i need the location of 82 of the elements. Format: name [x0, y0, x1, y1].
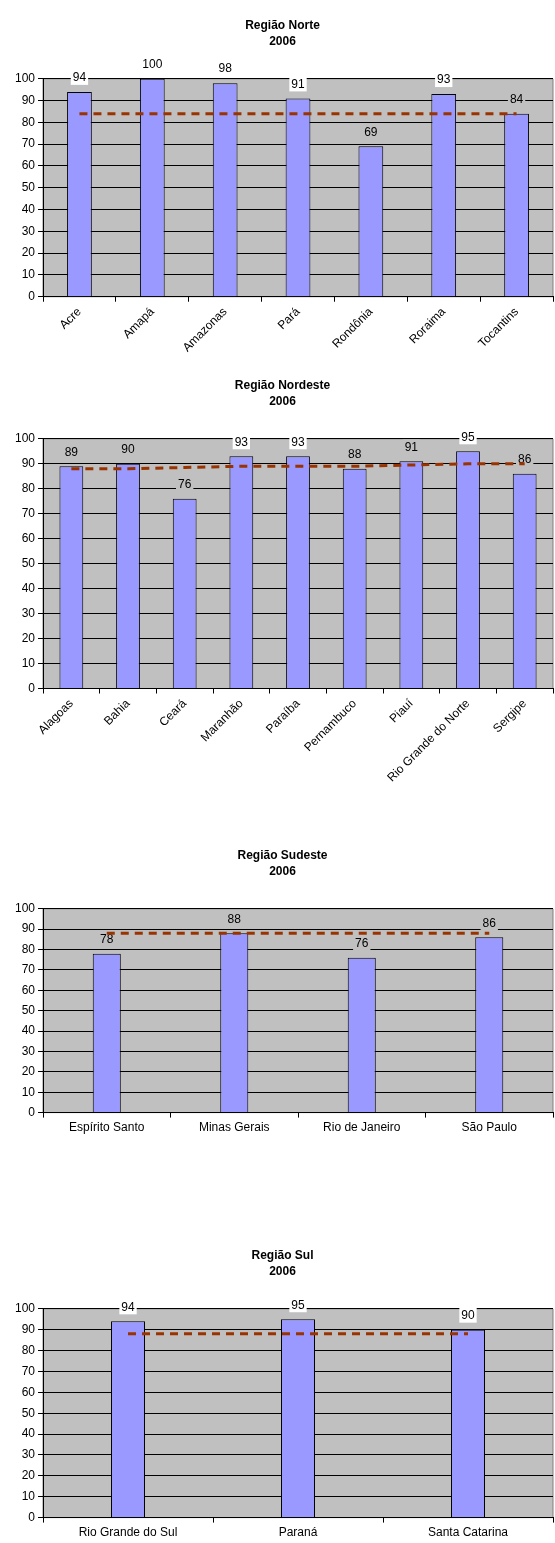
x-tick-label: Rio Grande do Sul: [78, 1525, 178, 1540]
x-tick-label: Minas Gerais: [198, 1120, 270, 1135]
y-tick-label: 20: [21, 1064, 36, 1079]
y-tick-label: 60: [21, 1384, 36, 1399]
y-tick-label: 70: [21, 1363, 36, 1378]
data-label: 88: [227, 911, 242, 926]
chart-subtitle: 2006: [269, 393, 297, 408]
y-tick-label: 10: [21, 267, 36, 282]
y-tick-label: 0: [28, 289, 36, 304]
chart-subtitle: 2006: [269, 1263, 297, 1278]
x-tick-label: Espírito Santo: [69, 1120, 145, 1135]
data-label: 90: [461, 1307, 475, 1322]
data-label: 88: [348, 447, 362, 462]
y-tick-label: 100: [14, 71, 36, 86]
y-tick-label: 30: [21, 605, 36, 620]
y-tick-label: 60: [21, 158, 36, 173]
y-tick-label: 90: [21, 1321, 36, 1336]
y-tick-label: 70: [21, 962, 36, 977]
y-tick-label: 40: [21, 580, 36, 595]
data-label: 69: [364, 124, 378, 139]
y-tick-label: 80: [21, 941, 36, 956]
y-tick-label: 50: [21, 180, 36, 195]
data-label: 93: [291, 434, 305, 449]
y-tick-label: 40: [21, 1426, 36, 1441]
y-tick-label: 50: [21, 555, 36, 570]
y-tick-label: 30: [21, 1043, 36, 1058]
y-tick-label: 90: [21, 921, 36, 936]
y-tick-label: 20: [21, 245, 36, 260]
data-label: 76: [178, 477, 192, 492]
y-tick-label: 30: [21, 1447, 36, 1462]
y-tick-label: 20: [21, 1468, 36, 1483]
y-tick-label: 80: [21, 481, 36, 496]
data-label: 98: [218, 61, 233, 76]
chart-title: Região Sudeste: [237, 847, 328, 862]
y-tick-label: 20: [21, 630, 36, 645]
y-tick-label: 100: [14, 901, 36, 916]
y-tick-label: 30: [21, 223, 36, 238]
y-tick-label: 40: [21, 201, 36, 216]
y-tick-label: 40: [21, 1023, 36, 1038]
chart-subtitle: 2006: [269, 863, 297, 878]
data-label: 86: [482, 915, 497, 930]
y-tick-label: 0: [28, 680, 36, 695]
y-tick-label: 10: [21, 1489, 36, 1504]
x-tick-label: Rio de Janeiro: [323, 1120, 401, 1135]
y-tick-label: 50: [21, 1405, 36, 1420]
y-tick-label: 10: [21, 1084, 36, 1099]
y-tick-label: 100: [14, 431, 36, 446]
data-label: 94: [121, 1299, 136, 1314]
y-tick-label: 60: [21, 531, 36, 545]
x-tick-label: Santa Catarina: [427, 1525, 509, 1540]
y-tick-label: 70: [21, 136, 36, 151]
y-tick-label: 100: [14, 1301, 36, 1316]
y-tick-label: 90: [21, 92, 36, 107]
data-label: 90: [121, 442, 136, 457]
y-tick-label: 50: [21, 1003, 36, 1018]
data-label: 91: [291, 76, 305, 91]
data-label: 95: [461, 429, 475, 444]
data-label: 78: [100, 931, 114, 946]
data-label: 89: [64, 444, 79, 459]
y-tick-label: 90: [21, 456, 36, 471]
y-tick-label: 0: [28, 1509, 36, 1524]
data-label: 93: [234, 434, 249, 449]
data-label: 91: [404, 439, 419, 454]
y-tick-label: 80: [21, 114, 36, 129]
chart-title: Região Sul: [251, 1247, 314, 1262]
chart-subtitle: 2006: [269, 33, 297, 48]
data-label: 93: [437, 72, 451, 87]
data-label: 76: [355, 936, 369, 951]
chart-title: Região Nordeste: [234, 377, 331, 392]
data-label: 95: [291, 1297, 305, 1312]
y-tick-label: 0: [28, 1104, 36, 1119]
y-tick-label: 70: [21, 506, 36, 521]
data-label: 86: [517, 452, 532, 467]
data-label: 84: [509, 91, 524, 106]
y-tick-label: 10: [21, 655, 36, 670]
x-tick-label: São Paulo: [461, 1120, 518, 1135]
y-tick-label: 80: [21, 1342, 36, 1357]
y-tick-label: 60: [21, 982, 36, 997]
data-label: 94: [72, 70, 87, 85]
data-label: 100: [142, 57, 163, 72]
chart-title: Região Norte: [245, 17, 321, 32]
x-tick-label: Paraná: [278, 1525, 318, 1540]
